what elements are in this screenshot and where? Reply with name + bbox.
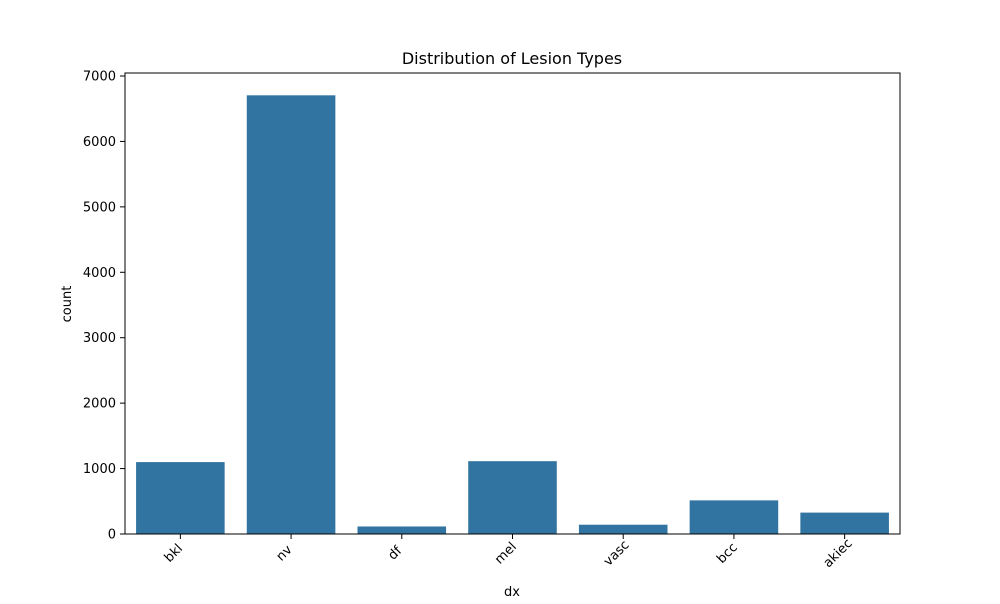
y-tick-label: 3000	[83, 331, 116, 346]
bar-df	[357, 526, 447, 534]
y-tick-label: 4000	[83, 266, 116, 281]
x-tick-label-bkl: bkl	[162, 541, 186, 565]
x-tick-label-nv: nv	[274, 542, 296, 564]
y-tick-label: 2000	[83, 397, 116, 412]
bar-vasc	[578, 524, 668, 534]
x-tick-label-df: df	[385, 543, 405, 563]
bar-bkl	[136, 462, 225, 534]
x-tick-label-bcc: bcc	[714, 540, 741, 567]
bars-layer	[136, 95, 889, 535]
bar-nv	[246, 95, 336, 535]
bar-mel	[468, 461, 557, 534]
y-tick-label: 0	[108, 528, 116, 543]
x-tick-label-akiec: akiec	[821, 536, 856, 571]
x-tick-label-vasc: vasc	[601, 538, 633, 570]
y-tick-label: 6000	[83, 135, 116, 150]
x-axis-label: dx	[504, 585, 520, 600]
y-tick-label: 1000	[83, 462, 116, 477]
y-tick-label: 5000	[83, 200, 116, 215]
bar-bcc	[689, 500, 779, 534]
bar-akiec	[800, 512, 889, 534]
x-axis: bkl nv df mel vasc bcc akiec	[162, 534, 856, 571]
plot-frame	[124, 72, 901, 535]
x-tick-label-mel: mel	[492, 540, 520, 568]
y-tick-label: 7000	[83, 70, 116, 85]
y-axis-label: count	[60, 286, 75, 323]
y-axis: 0 1000 2000 3000 4000 5000 6000 7000	[83, 70, 125, 543]
chart-title: Distribution of Lesion Types	[402, 49, 622, 68]
